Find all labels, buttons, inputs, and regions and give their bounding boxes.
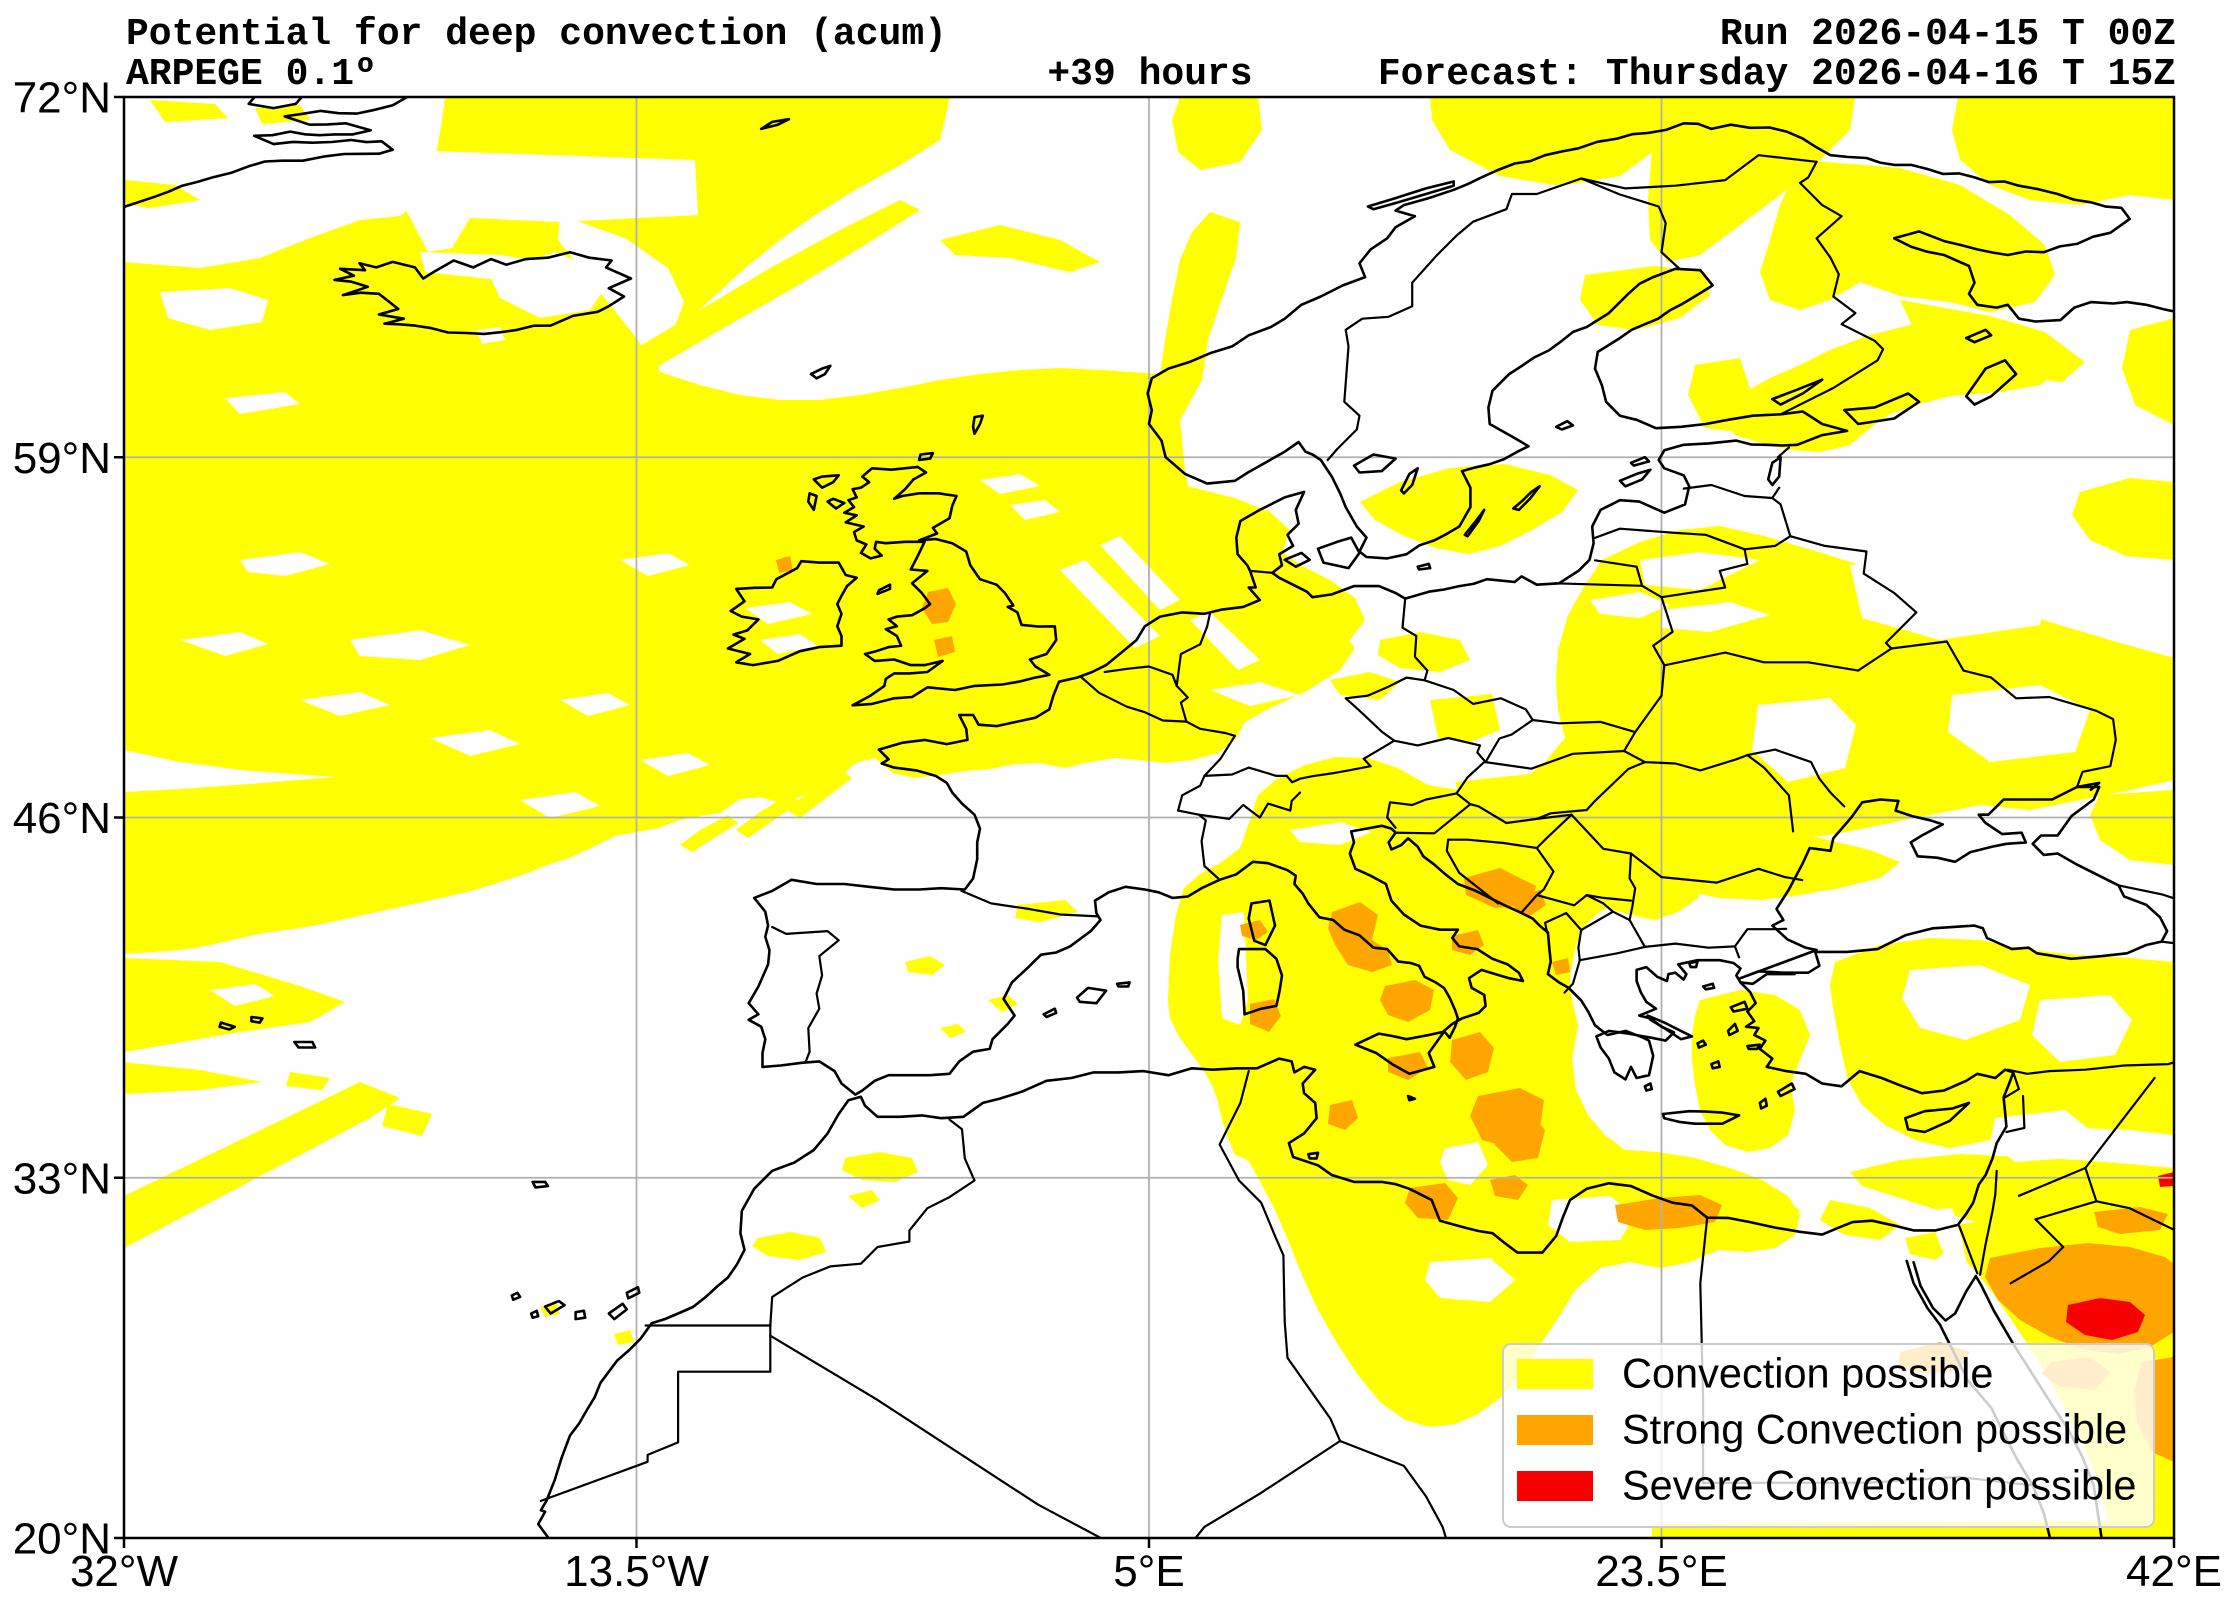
svg-text:72°N: 72°N — [13, 74, 111, 123]
svg-text:Potential for deep convection: Potential for deep convection (acum) — [126, 13, 947, 56]
svg-text:Severe Convection possible: Severe Convection possible — [1622, 1462, 2136, 1509]
svg-text:13.5°W: 13.5°W — [564, 1547, 709, 1596]
svg-text:59°N: 59°N — [13, 434, 111, 483]
svg-text:Convection possible: Convection possible — [1622, 1350, 1993, 1397]
svg-text:Forecast: Thursday 2026-04-16: Forecast: Thursday 2026-04-16 T 15Z — [1378, 53, 2176, 96]
svg-text:20°N: 20°N — [13, 1515, 111, 1564]
svg-text:Run 2026-04-15 T 00Z: Run 2026-04-15 T 00Z — [1720, 13, 2176, 56]
svg-text:33°N: 33°N — [13, 1154, 111, 1203]
svg-text:Strong Convection possible: Strong Convection possible — [1622, 1406, 2127, 1453]
svg-text:+39 hours: +39 hours — [1047, 53, 1252, 96]
svg-text:ARPEGE 0.1º: ARPEGE 0.1º — [126, 53, 377, 96]
svg-text:42°E: 42°E — [2126, 1547, 2222, 1596]
svg-text:32°W: 32°W — [70, 1547, 179, 1596]
svg-text:46°N: 46°N — [13, 794, 111, 843]
svg-text:5°E: 5°E — [1113, 1547, 1184, 1596]
svg-text:23.5°E: 23.5°E — [1595, 1547, 1728, 1596]
